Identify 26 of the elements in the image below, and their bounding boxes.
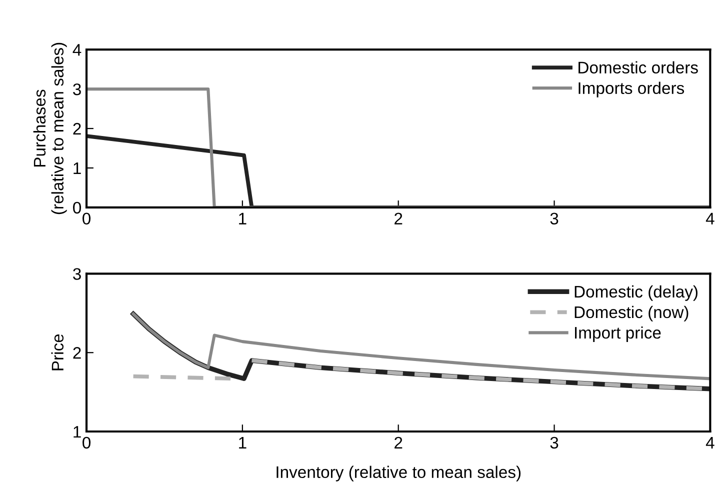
y-tick-label: 2 — [73, 122, 81, 135]
y-tick-label: 3 — [73, 268, 81, 280]
y-tick-label: 1 — [74, 162, 81, 174]
x-tick-label: 4 — [706, 212, 714, 224]
y-tick-label: 4 — [72, 44, 82, 56]
y-tick-label: 2 — [73, 347, 81, 359]
x-axis-title: Inventory (relative to mean sales) — [276, 466, 521, 482]
x-tick-label: 1 — [239, 436, 246, 448]
x-tick-label: 0 — [82, 436, 91, 449]
legend-label: Import price — [575, 326, 661, 342]
x-tick-label: 4 — [706, 436, 714, 448]
y-tick-label: 3 — [73, 83, 81, 96]
legend-label: Domestic orders — [578, 61, 698, 74]
legend-label: Domestic (now) — [574, 306, 688, 322]
x-tick-label: 3 — [550, 212, 558, 225]
x-tick-label: 2 — [394, 212, 402, 224]
x-tick-label: 2 — [394, 436, 402, 448]
y-axis-title: Purchases (relative to mean sales) — [33, 42, 67, 214]
x-tick-label: 0 — [82, 212, 91, 225]
y-axis-title: Price — [51, 334, 64, 370]
y-tick-label: 0 — [73, 202, 82, 214]
legend-label: Imports orders — [578, 82, 684, 98]
legend-label: Domestic (delay) — [574, 285, 698, 301]
y-tick-label: 1 — [74, 426, 81, 438]
x-tick-label: 1 — [239, 212, 246, 224]
x-tick-label: 3 — [550, 436, 558, 449]
